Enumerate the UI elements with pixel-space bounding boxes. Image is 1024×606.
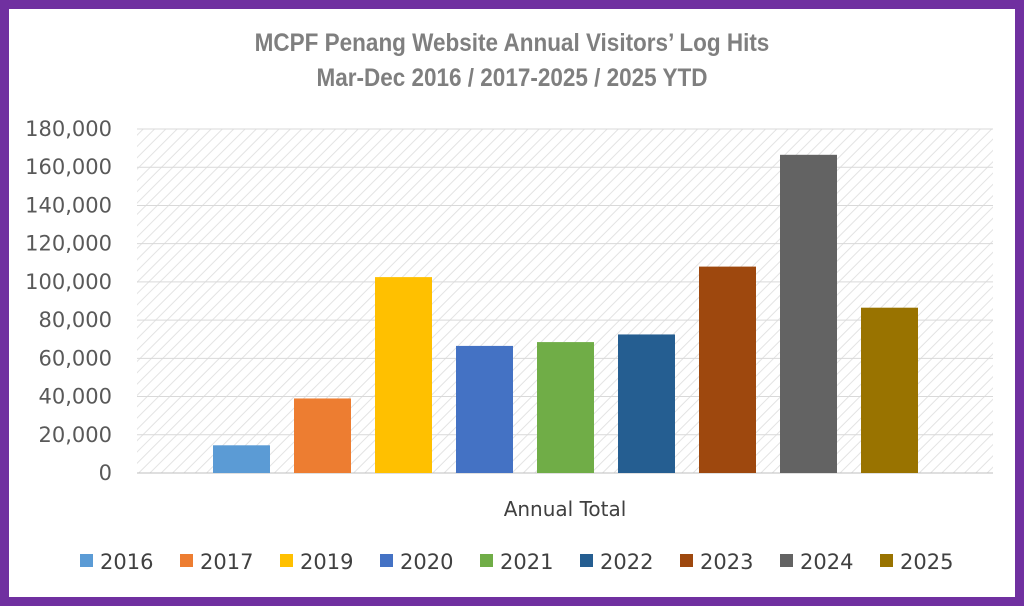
bar-2024 <box>780 154 837 474</box>
y-axis-ticks: 0 20,000 40,000 60,000 80,000 100,000 120,000 1… <box>25 117 112 485</box>
legend-label-2021: 2021 <box>500 550 553 574</box>
y-tick-label: 80,000 <box>39 308 112 332</box>
chart-title: MCPF Penang Website Annual Visitors’ Log… <box>51 26 973 96</box>
legend-swatch-2019 <box>280 554 293 567</box>
legend-swatch-2024 <box>780 554 793 567</box>
legend-label-2017: 2017 <box>200 550 253 574</box>
legend-label-2023: 2023 <box>700 550 753 574</box>
legend-label-2022: 2022 <box>600 550 653 574</box>
y-tick-label: 180,000 <box>25 117 112 141</box>
bar-2023 <box>699 266 756 473</box>
bar-2020 <box>456 345 513 473</box>
y-tick-label: 40,000 <box>39 385 112 409</box>
legend-label-2019: 2019 <box>300 550 353 574</box>
legend-swatch-2025 <box>880 554 893 567</box>
x-axis-category-label: Annual Total <box>504 497 627 521</box>
bar-2022 <box>618 334 675 473</box>
y-tick-label: 60,000 <box>39 346 112 370</box>
y-tick-label: 20,000 <box>39 423 112 447</box>
legend-swatch-2021 <box>480 554 493 567</box>
legend-swatch-2022 <box>580 554 593 567</box>
y-tick-label: 0 <box>99 461 112 485</box>
bar-2019 <box>375 277 432 473</box>
legend-label-2016: 2016 <box>100 550 153 574</box>
legend-label-2025: 2025 <box>900 550 953 574</box>
legend-swatch-2016 <box>80 554 93 567</box>
bar-2017 <box>294 398 351 473</box>
chart-title-line1: MCPF Penang Website Annual Visitors’ Log… <box>254 29 770 57</box>
legend-swatch-2023 <box>680 554 693 567</box>
chart-title-line2: Mar-Dec 2016 / 2017-2025 / 2025 YTD <box>316 64 708 92</box>
bar-2025 <box>861 307 918 473</box>
legend-swatch-2020 <box>380 554 393 567</box>
y-tick-label: 160,000 <box>25 155 112 179</box>
legend-swatch-2017 <box>180 554 193 567</box>
bars <box>213 154 918 474</box>
y-tick-label: 100,000 <box>25 270 112 294</box>
legend-label-2020: 2020 <box>400 550 453 574</box>
bar-2016 <box>213 445 270 473</box>
y-tick-label: 120,000 <box>25 232 112 256</box>
y-tick-label: 140,000 <box>25 193 112 217</box>
legend-label-2024: 2024 <box>800 550 853 574</box>
legend: 2016 2017 2019 2020 2021 2022 2023 2024 2025 <box>80 550 953 574</box>
bar-2021 <box>537 342 594 473</box>
